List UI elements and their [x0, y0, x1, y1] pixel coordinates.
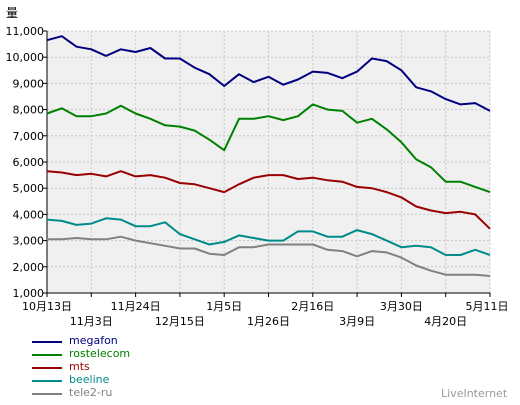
legend-swatch [32, 354, 62, 356]
y-tick-label: 11,000 [6, 25, 45, 38]
series-line-mts [46, 170, 491, 230]
legend-item-tele2-ru: tele2-ru [32, 386, 232, 400]
x-tick-label: 11月3日 [70, 315, 113, 328]
legend-item-beeline: beeline [32, 373, 232, 387]
x-tick-label: 1月5日 [206, 300, 242, 313]
series-line-rostelecom [46, 103, 491, 194]
x-tick-label: 11月24日 [111, 300, 161, 313]
y-tick-label: 1,000 [13, 287, 45, 300]
legend-swatch [32, 393, 62, 395]
legend-label: tele2-ru [69, 386, 113, 399]
y-tick-labels: 1,000 2,000 3,000 4,000 5,000 6,000 7,000 8,000… [6, 25, 45, 300]
legend-label: mts [69, 360, 90, 373]
legend-swatch [32, 380, 62, 382]
y-tick-label: 3,000 [13, 235, 45, 248]
legend-swatch [32, 367, 62, 369]
y-tick-label: 8,000 [13, 104, 45, 117]
axes [43, 30, 491, 297]
x-tick-label: 1月26日 [247, 315, 290, 328]
x-tick-label: 12月15日 [155, 315, 205, 328]
y-tick-label: 10,000 [6, 51, 45, 64]
legend-label: beeline [69, 373, 110, 386]
y-tick-label: 5,000 [13, 182, 45, 195]
y-tick-label: 2,000 [13, 261, 45, 274]
series-line-tele2-ru [47, 235, 491, 277]
x-tick-label: 2月16日 [291, 300, 334, 313]
legend-item-rostelecom: rostelecom [32, 347, 232, 361]
legend-item-mts: mts [32, 360, 232, 374]
x-tick-label: 10月13日 [22, 300, 72, 313]
x-tick-label: 5月11日 [466, 300, 509, 313]
series-lines [46, 35, 491, 277]
y-tick-label: 7,000 [13, 130, 45, 143]
x-tick-label: 3月30日 [380, 300, 423, 313]
legend-swatch [32, 341, 62, 343]
legend-label: megafon [69, 334, 118, 347]
watermark: LiveInternet [441, 387, 508, 400]
x-tick-label: 4月20日 [424, 315, 467, 328]
y-tick-label: 9,000 [13, 77, 45, 90]
y-tick-label: 4,000 [13, 208, 45, 221]
y-tick-label: 6,000 [13, 156, 45, 169]
series-line-beeline [46, 217, 491, 256]
x-tick-label: 3月9日 [339, 315, 375, 328]
y-axis-label: 量 [6, 6, 18, 20]
legend-label: rostelecom [69, 347, 131, 360]
legend-item-megafon: megafon [32, 334, 232, 348]
series-line-megafon [46, 35, 491, 112]
